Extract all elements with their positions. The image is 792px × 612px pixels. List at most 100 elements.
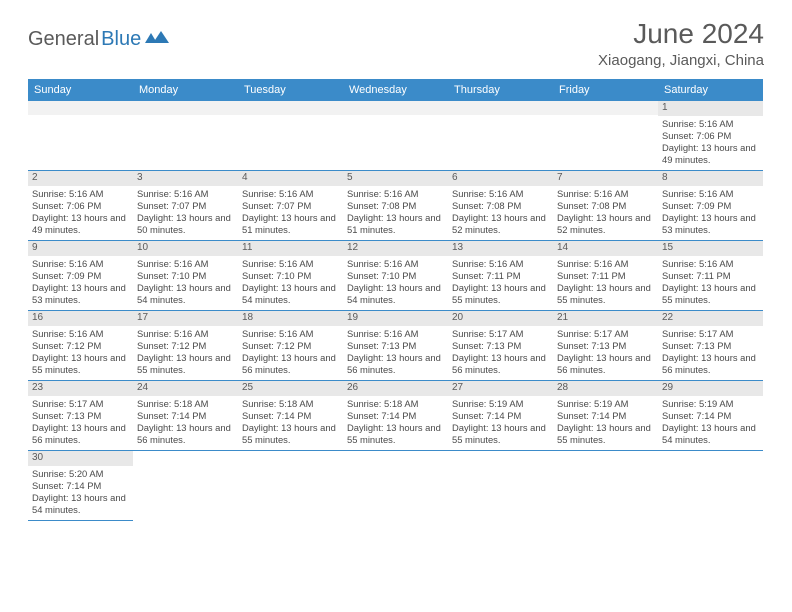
sunrise-line: Sunrise: 5:16 AM [662, 118, 759, 130]
day-cell: 6Sunrise: 5:16 AMSunset: 7:08 PMDaylight… [448, 171, 553, 241]
day-cell: 14Sunrise: 5:16 AMSunset: 7:11 PMDayligh… [553, 241, 658, 311]
day-cell: 22Sunrise: 5:17 AMSunset: 7:13 PMDayligh… [658, 311, 763, 381]
sunset-line: Sunset: 7:08 PM [347, 200, 444, 212]
day-cell: 10Sunrise: 5:16 AMSunset: 7:10 PMDayligh… [133, 241, 238, 311]
sunset-line: Sunset: 7:06 PM [32, 200, 129, 212]
sunset-line: Sunset: 7:14 PM [32, 480, 129, 492]
sunrise-line: Sunrise: 5:16 AM [557, 258, 654, 270]
sunset-line: Sunset: 7:12 PM [32, 340, 129, 352]
sunset-line: Sunset: 7:13 PM [32, 410, 129, 422]
daylight-line: Daylight: 13 hours and 56 minutes. [347, 352, 444, 376]
week-row: 30Sunrise: 5:20 AMSunset: 7:14 PMDayligh… [28, 451, 764, 521]
sunset-line: Sunset: 7:13 PM [662, 340, 759, 352]
daylight-line: Daylight: 13 hours and 55 minutes. [557, 422, 654, 446]
week-row: 9Sunrise: 5:16 AMSunset: 7:09 PMDaylight… [28, 241, 764, 311]
sunrise-line: Sunrise: 5:16 AM [557, 188, 654, 200]
weekday-header: Tuesday [238, 79, 343, 101]
sunrise-line: Sunrise: 5:16 AM [242, 258, 339, 270]
day-number: 15 [658, 241, 763, 256]
daylight-line: Daylight: 13 hours and 54 minutes. [32, 492, 129, 516]
month-title: June 2024 [598, 18, 764, 50]
empty-cell [28, 101, 133, 171]
day-cell: 27Sunrise: 5:19 AMSunset: 7:14 PMDayligh… [448, 381, 553, 451]
sunrise-line: Sunrise: 5:19 AM [662, 398, 759, 410]
day-number: 21 [553, 311, 658, 326]
day-cell: 23Sunrise: 5:17 AMSunset: 7:13 PMDayligh… [28, 381, 133, 451]
day-number: 29 [658, 381, 763, 396]
weekday-header-row: SundayMondayTuesdayWednesdayThursdayFrid… [28, 79, 764, 101]
sunset-line: Sunset: 7:08 PM [452, 200, 549, 212]
day-number: 16 [28, 311, 133, 326]
sunset-line: Sunset: 7:13 PM [452, 340, 549, 352]
weekday-header: Sunday [28, 79, 133, 101]
day-cell: 7Sunrise: 5:16 AMSunset: 7:08 PMDaylight… [553, 171, 658, 241]
sunrise-line: Sunrise: 5:16 AM [662, 188, 759, 200]
sunset-line: Sunset: 7:07 PM [137, 200, 234, 212]
day-number: 18 [238, 311, 343, 326]
daylight-line: Daylight: 13 hours and 56 minutes. [452, 352, 549, 376]
sunrise-line: Sunrise: 5:17 AM [662, 328, 759, 340]
empty-cell [238, 451, 343, 521]
day-number: 3 [133, 171, 238, 186]
sunrise-line: Sunrise: 5:16 AM [347, 258, 444, 270]
empty-cell [553, 451, 658, 521]
day-number: 13 [448, 241, 553, 256]
day-cell: 17Sunrise: 5:16 AMSunset: 7:12 PMDayligh… [133, 311, 238, 381]
sunset-line: Sunset: 7:08 PM [557, 200, 654, 212]
daylight-line: Daylight: 13 hours and 56 minutes. [137, 422, 234, 446]
daylight-line: Daylight: 13 hours and 54 minutes. [347, 282, 444, 306]
weekday-header: Thursday [448, 79, 553, 101]
day-number: 2 [28, 171, 133, 186]
day-cell: 5Sunrise: 5:16 AMSunset: 7:08 PMDaylight… [343, 171, 448, 241]
day-cell: 21Sunrise: 5:17 AMSunset: 7:13 PMDayligh… [553, 311, 658, 381]
day-number: 8 [658, 171, 763, 186]
daylight-line: Daylight: 13 hours and 54 minutes. [662, 422, 759, 446]
sunset-line: Sunset: 7:14 PM [137, 410, 234, 422]
brand-primary-text: General [28, 28, 99, 51]
daylight-line: Daylight: 13 hours and 49 minutes. [32, 212, 129, 236]
sunset-line: Sunset: 7:09 PM [662, 200, 759, 212]
sunrise-line: Sunrise: 5:17 AM [557, 328, 654, 340]
empty-cell [133, 451, 238, 521]
day-cell: 19Sunrise: 5:16 AMSunset: 7:13 PMDayligh… [343, 311, 448, 381]
sunrise-line: Sunrise: 5:16 AM [242, 188, 339, 200]
day-number: 10 [133, 241, 238, 256]
day-number: 12 [343, 241, 448, 256]
day-cell: 30Sunrise: 5:20 AMSunset: 7:14 PMDayligh… [28, 451, 133, 521]
sunrise-line: Sunrise: 5:16 AM [347, 328, 444, 340]
sunset-line: Sunset: 7:12 PM [137, 340, 234, 352]
day-cell: 26Sunrise: 5:18 AMSunset: 7:14 PMDayligh… [343, 381, 448, 451]
daylight-line: Daylight: 13 hours and 56 minutes. [242, 352, 339, 376]
sunset-line: Sunset: 7:12 PM [242, 340, 339, 352]
day-number: 1 [658, 101, 763, 116]
week-row: 16Sunrise: 5:16 AMSunset: 7:12 PMDayligh… [28, 311, 764, 381]
day-number: 17 [133, 311, 238, 326]
week-row: 2Sunrise: 5:16 AMSunset: 7:06 PMDaylight… [28, 171, 764, 241]
daylight-line: Daylight: 13 hours and 55 minutes. [452, 282, 549, 306]
daylight-line: Daylight: 13 hours and 53 minutes. [662, 212, 759, 236]
daylight-line: Daylight: 13 hours and 52 minutes. [452, 212, 549, 236]
day-number: 9 [28, 241, 133, 256]
sunset-line: Sunset: 7:07 PM [242, 200, 339, 212]
day-number: 28 [553, 381, 658, 396]
daylight-line: Daylight: 13 hours and 54 minutes. [137, 282, 234, 306]
day-number: 26 [343, 381, 448, 396]
daylight-line: Daylight: 13 hours and 52 minutes. [557, 212, 654, 236]
sunrise-line: Sunrise: 5:16 AM [137, 188, 234, 200]
day-number: 22 [658, 311, 763, 326]
sunset-line: Sunset: 7:10 PM [347, 270, 444, 282]
daylight-line: Daylight: 13 hours and 53 minutes. [32, 282, 129, 306]
sunset-line: Sunset: 7:10 PM [242, 270, 339, 282]
sunrise-line: Sunrise: 5:16 AM [347, 188, 444, 200]
weeks-container: 1Sunrise: 5:16 AMSunset: 7:06 PMDaylight… [28, 101, 764, 521]
sunrise-line: Sunrise: 5:16 AM [242, 328, 339, 340]
sunset-line: Sunset: 7:09 PM [32, 270, 129, 282]
empty-cell [343, 451, 448, 521]
sunrise-line: Sunrise: 5:16 AM [32, 258, 129, 270]
empty-cell [448, 451, 553, 521]
sunset-line: Sunset: 7:11 PM [557, 270, 654, 282]
sunrise-line: Sunrise: 5:16 AM [32, 328, 129, 340]
location-text: Xiaogang, Jiangxi, China [598, 52, 764, 69]
day-number: 5 [343, 171, 448, 186]
daylight-line: Daylight: 13 hours and 56 minutes. [557, 352, 654, 376]
